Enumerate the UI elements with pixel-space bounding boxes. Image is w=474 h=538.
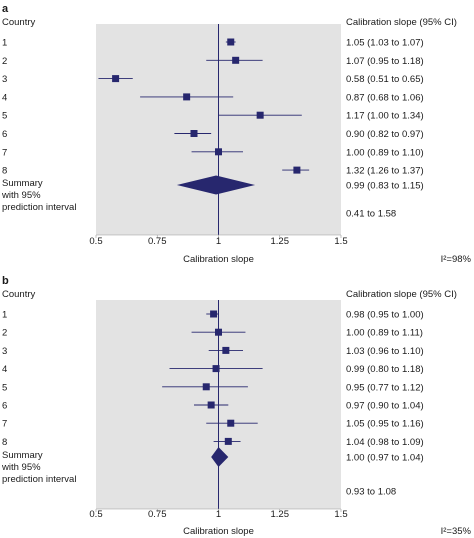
study-ci-text: 0.95 (0.77 to 1.12) xyxy=(346,382,424,393)
study-label: 6 xyxy=(2,401,7,412)
summary-label: with 95% xyxy=(1,190,41,201)
study-label: 7 xyxy=(2,419,7,430)
study-ci-text: 0.90 (0.82 to 0.97) xyxy=(346,129,424,140)
forest-panel-b: b Country Calibration slope (95% CI) 1 0.98 … xyxy=(1,275,472,537)
study-label: 7 xyxy=(2,147,7,158)
heterogeneity-statistic: I²=98% xyxy=(441,254,472,265)
study-ci-text: 0.98 (0.95 to 1.00) xyxy=(346,310,424,321)
study-label: 8 xyxy=(2,437,7,448)
study-ci-text: 1.32 (1.26 to 1.37) xyxy=(346,166,424,177)
study-point-marker xyxy=(202,383,210,391)
summary-label: Summary xyxy=(2,450,43,461)
x-tick-label: 1 xyxy=(216,509,221,520)
study-ci-text: 1.05 (1.03 to 1.07) xyxy=(346,38,424,49)
study-point-marker xyxy=(256,111,264,119)
x-axis-label: Calibration slope xyxy=(183,526,254,537)
study-point-marker xyxy=(227,419,235,427)
forest-panel-a: a Country Calibration slope (95% CI) 1 1.05 … xyxy=(1,3,472,265)
study-point-marker xyxy=(112,75,120,83)
study-ci-text: 1.03 (0.96 to 1.10) xyxy=(346,346,424,357)
prediction-interval-text: 0.93 to 1.08 xyxy=(346,487,396,498)
summary-ci-text: 1.00 (0.97 to 1.04) xyxy=(346,453,424,464)
summary-ci-text: 0.99 (0.83 to 1.15) xyxy=(346,181,424,192)
study-label: 3 xyxy=(2,74,7,85)
study-ci-text: 1.04 (0.98 to 1.09) xyxy=(346,437,424,448)
study-ci-text: 1.05 (0.95 to 1.16) xyxy=(346,419,424,430)
study-point-marker xyxy=(215,328,222,336)
study-ci-text: 1.00 (0.89 to 1.10) xyxy=(346,147,424,158)
summary-label: with 95% xyxy=(1,462,41,473)
study-label: 2 xyxy=(2,56,7,67)
study-label: 4 xyxy=(2,364,7,375)
study-label: 8 xyxy=(2,166,7,177)
study-label: 2 xyxy=(2,328,7,339)
study-point-marker xyxy=(183,93,191,101)
study-label: 1 xyxy=(2,38,7,49)
x-tick-label: 0.75 xyxy=(148,509,167,520)
row-header: Country xyxy=(2,17,36,28)
study-point-marker xyxy=(224,437,232,445)
panel-label: a xyxy=(2,3,9,15)
study-point-marker xyxy=(212,365,220,373)
summary-label: prediction interval xyxy=(2,202,76,213)
study-label: 6 xyxy=(2,129,7,140)
study-label: 4 xyxy=(2,92,7,103)
study-ci-text: 0.99 (0.80 to 1.18) xyxy=(346,364,424,375)
ci-header: Calibration slope (95% CI) xyxy=(346,289,457,300)
study-label: 5 xyxy=(2,111,7,122)
summary-label: Summary xyxy=(2,178,43,189)
study-point-marker xyxy=(207,401,215,409)
study-point-marker xyxy=(222,346,230,354)
study-label: 3 xyxy=(2,346,7,357)
study-point-marker xyxy=(232,56,240,64)
study-label: 5 xyxy=(2,382,7,393)
x-tick-label: 0.5 xyxy=(89,509,102,520)
prediction-interval-text: 0.41 to 1.58 xyxy=(346,209,396,220)
summary-label: prediction interval xyxy=(2,474,76,485)
x-tick-label: 1.25 xyxy=(271,509,290,520)
summary-diamond xyxy=(211,447,229,467)
x-tick-label: 1 xyxy=(216,236,221,247)
study-ci-text: 0.87 (0.68 to 1.06) xyxy=(346,92,424,103)
study-point-marker xyxy=(215,148,222,156)
study-point-marker xyxy=(227,38,235,46)
ci-header: Calibration slope (95% CI) xyxy=(346,17,457,28)
study-ci-text: 1.00 (0.89 to 1.11) xyxy=(346,328,423,339)
x-tick-label: 0.75 xyxy=(148,236,167,247)
study-point-marker xyxy=(210,310,218,318)
heterogeneity-statistic: I²=35% xyxy=(441,526,472,537)
study-ci-text: 1.17 (1.00 to 1.34) xyxy=(346,111,424,122)
row-header: Country xyxy=(2,289,36,300)
study-ci-text: 1.07 (0.95 to 1.18) xyxy=(346,56,424,67)
x-tick-label: 1.5 xyxy=(334,509,347,520)
x-axis-label: Calibration slope xyxy=(183,254,254,265)
summary-diamond xyxy=(176,175,256,195)
x-tick-label: 1.25 xyxy=(271,236,290,247)
x-tick-label: 1.5 xyxy=(334,236,347,247)
study-point-marker xyxy=(190,130,198,137)
study-ci-text: 0.97 (0.90 to 1.04) xyxy=(346,401,424,412)
study-label: 1 xyxy=(2,310,7,321)
x-tick-label: 0.5 xyxy=(89,236,102,247)
panel-label: b xyxy=(2,275,9,287)
study-point-marker xyxy=(293,166,301,174)
study-ci-text: 0.58 (0.51 to 0.65) xyxy=(346,74,424,85)
